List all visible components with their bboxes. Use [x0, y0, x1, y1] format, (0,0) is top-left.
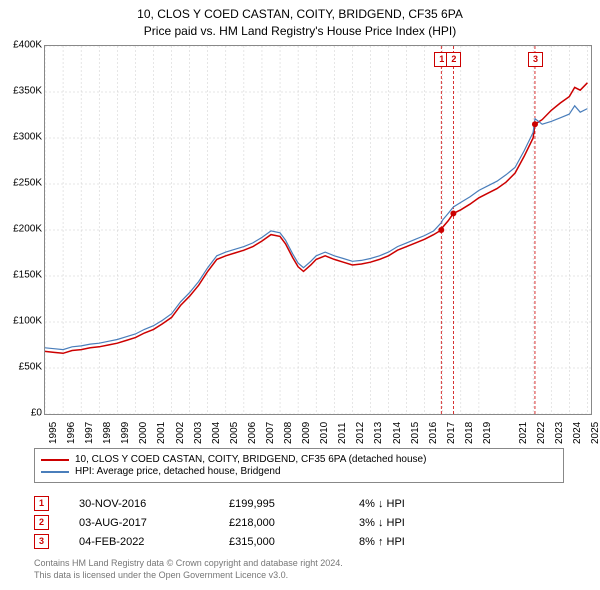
y-tick-label: £400K — [2, 40, 42, 51]
x-tick-label: 2008 — [283, 422, 294, 444]
sale-marker-box: 2 — [446, 52, 461, 67]
x-tick-label: 1997 — [84, 422, 95, 444]
y-tick-label: £0 — [2, 408, 42, 419]
x-tick-label: 2009 — [301, 422, 312, 444]
x-tick-label: 2017 — [446, 422, 457, 444]
sale-date: 30-NOV-2016 — [79, 498, 229, 510]
title-line2: Price paid vs. HM Land Registry's House … — [0, 23, 600, 40]
legend-row: HPI: Average price, detached house, Brid… — [41, 466, 557, 477]
sale-diff: 3% ↓ HPI — [359, 517, 479, 529]
x-tick-label: 2016 — [428, 422, 439, 444]
sales-row: 1 30-NOV-2016£199,9954% ↓ HPI — [34, 496, 479, 511]
plot-area: 123 — [44, 45, 592, 415]
x-tick-label: 2002 — [175, 422, 186, 444]
x-tick-label: 1995 — [48, 422, 59, 444]
x-tick-label: 2022 — [536, 422, 547, 444]
y-tick-label: £150K — [2, 270, 42, 281]
sale-diff: 8% ↑ HPI — [359, 536, 479, 548]
sale-marker-box: 1 — [34, 496, 49, 511]
x-tick-label: 2025 — [590, 422, 600, 444]
sale-date: 03-AUG-2017 — [79, 517, 229, 529]
legend-label: HPI: Average price, detached house, Brid… — [75, 466, 281, 477]
x-tick-label: 2023 — [554, 422, 565, 444]
x-tick-label: 2011 — [337, 422, 348, 444]
sale-price: £199,995 — [229, 498, 359, 510]
legend-label: 10, CLOS Y COED CASTAN, COITY, BRIDGEND,… — [75, 454, 426, 465]
sale-marker-box: 3 — [34, 534, 49, 549]
sale-marker-box: 2 — [34, 515, 49, 530]
y-tick-label: £350K — [2, 86, 42, 97]
chart-container: 10, CLOS Y COED CASTAN, COITY, BRIDGEND,… — [0, 0, 600, 590]
plot-svg — [45, 46, 591, 414]
sale-price: £218,000 — [229, 517, 359, 529]
x-tick-label: 1999 — [120, 422, 131, 444]
x-tick-label: 2019 — [482, 422, 493, 444]
x-tick-label: 2001 — [156, 422, 167, 444]
x-tick-label: 2003 — [193, 422, 204, 444]
y-tick-label: £250K — [2, 178, 42, 189]
x-tick-label: 2010 — [319, 422, 330, 444]
legend-swatch — [41, 459, 69, 461]
sale-date: 04-FEB-2022 — [79, 536, 229, 548]
x-tick-label: 1996 — [66, 422, 77, 444]
footer-line1: Contains HM Land Registry data © Crown c… — [34, 558, 343, 570]
x-tick-label: 2024 — [572, 422, 583, 444]
title-block: 10, CLOS Y COED CASTAN, COITY, BRIDGEND,… — [0, 0, 600, 40]
legend-row: 10, CLOS Y COED CASTAN, COITY, BRIDGEND,… — [41, 454, 557, 465]
sales-row: 2 03-AUG-2017£218,0003% ↓ HPI — [34, 515, 479, 530]
x-tick-label: 2018 — [464, 422, 475, 444]
y-tick-label: £50K — [2, 362, 42, 373]
y-tick-label: £200K — [2, 224, 42, 235]
y-tick-label: £100K — [2, 316, 42, 327]
x-tick-label: 2014 — [392, 422, 403, 444]
x-tick-label: 2021 — [518, 422, 529, 444]
y-tick-label: £300K — [2, 132, 42, 143]
x-tick-label: 2012 — [355, 422, 366, 444]
x-tick-label: 2004 — [211, 422, 222, 444]
x-tick-label: 2013 — [373, 422, 384, 444]
sales-row: 3 04-FEB-2022£315,0008% ↑ HPI — [34, 534, 479, 549]
legend: 10, CLOS Y COED CASTAN, COITY, BRIDGEND,… — [34, 448, 564, 483]
sale-marker-box: 3 — [528, 52, 543, 67]
x-tick-label: 2015 — [410, 422, 421, 444]
title-line1: 10, CLOS Y COED CASTAN, COITY, BRIDGEND,… — [0, 6, 600, 23]
footer-attribution: Contains HM Land Registry data © Crown c… — [34, 558, 343, 581]
x-tick-label: 2006 — [247, 422, 258, 444]
x-tick-label: 2000 — [138, 422, 149, 444]
x-tick-label: 1998 — [102, 422, 113, 444]
x-tick-label: 2007 — [265, 422, 276, 444]
sales-table: 1 30-NOV-2016£199,9954% ↓ HPI 2 03-AUG-2017… — [34, 492, 479, 553]
legend-swatch — [41, 471, 69, 473]
footer-line2: This data is licensed under the Open Gov… — [34, 570, 343, 582]
sale-price: £315,000 — [229, 536, 359, 548]
x-tick-label: 2005 — [229, 422, 240, 444]
sale-diff: 4% ↓ HPI — [359, 498, 479, 510]
